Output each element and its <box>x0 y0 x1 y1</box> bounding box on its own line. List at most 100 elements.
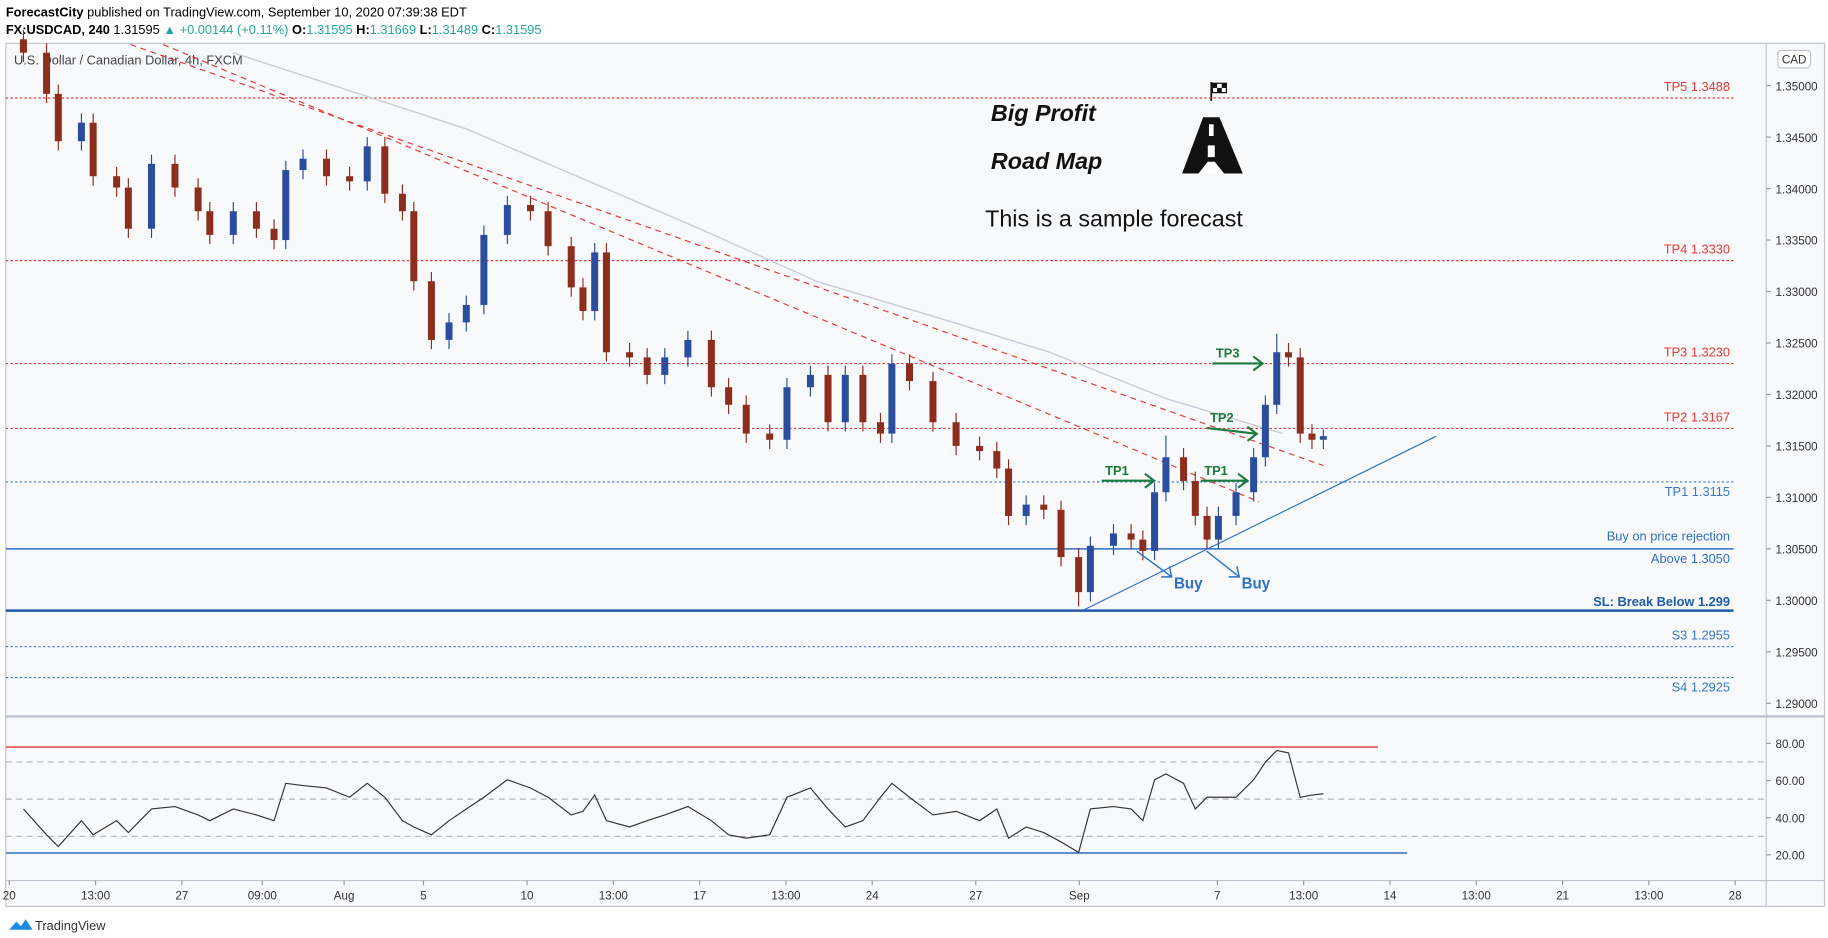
x-tick-label: 09:00 <box>248 889 278 902</box>
entry-label: Buy <box>1242 576 1271 593</box>
candle-body <box>1139 539 1147 551</box>
x-tick-label: 14 <box>1383 889 1396 902</box>
h-value: 1.31669 <box>370 22 416 37</box>
y-tick-label: 80.00 <box>1776 738 1806 751</box>
target-arrow <box>1206 425 1259 442</box>
chart-frame <box>5 42 1826 907</box>
y-tick-label: 40.00 <box>1776 812 1806 825</box>
x-tick-label: 28 <box>1729 889 1742 902</box>
annotation-heading: Big Profit <box>991 100 1097 126</box>
candle-body <box>1022 504 1030 516</box>
x-tick-label: 21 <box>1556 889 1569 902</box>
candle-body <box>462 304 470 323</box>
candle-body <box>1180 457 1188 481</box>
candle-body <box>77 122 85 142</box>
c-value: 1.31595 <box>495 22 541 37</box>
candle-body <box>363 146 371 182</box>
candle-body <box>1109 533 1117 546</box>
candle-body <box>322 158 330 177</box>
candle-body <box>1261 404 1269 458</box>
x-tick-label: 13:00 <box>1462 889 1492 902</box>
change: ▲ +0.00144 (+0.11%) <box>163 22 288 37</box>
candle-body <box>54 93 62 142</box>
o-label: O: <box>292 22 306 37</box>
y-tick-label: 1.33500 <box>1776 235 1819 248</box>
candle-body <box>1284 352 1292 358</box>
candle-body <box>381 146 389 194</box>
entry-label: Buy <box>1174 576 1203 593</box>
candle-body <box>725 387 733 405</box>
x-tick-label: Sep <box>1069 889 1090 902</box>
author: ForecastCity <box>6 4 85 19</box>
plot-area: 1.29000 1.29500 1.30000 1.30500 1.31000 1.315… <box>3 30 1818 902</box>
candle-body <box>89 122 97 177</box>
candle-body <box>270 228 278 241</box>
y-tick-label: 1.30000 <box>1776 595 1819 608</box>
candle-body <box>526 205 534 212</box>
candle-body <box>888 363 896 434</box>
candle-body <box>1203 515 1211 540</box>
candle-body <box>567 246 575 288</box>
y-tick-label: 60.00 <box>1776 775 1806 788</box>
x-tick-label: 7 <box>1214 889 1220 902</box>
x-tick-label: 17 <box>693 889 706 902</box>
candle-body <box>427 281 435 340</box>
candle-body <box>147 163 155 229</box>
target-label: TP1 <box>1105 463 1129 478</box>
candle-body <box>229 211 237 235</box>
logo <box>9 919 33 930</box>
candle-body <box>252 211 260 229</box>
candle-body <box>929 381 937 423</box>
y-tick-label: 1.34500 <box>1776 132 1819 145</box>
candle-body <box>783 387 791 440</box>
candle-body <box>503 205 511 235</box>
x-tick-label: 13:00 <box>1289 889 1319 902</box>
target-label: TP2 <box>1210 410 1234 425</box>
currency: CAD <box>1782 53 1807 66</box>
o-value: 1.31595 <box>306 22 352 37</box>
candle-body <box>1040 504 1048 510</box>
candle-body <box>1273 352 1281 405</box>
target-label: TP3 <box>1216 346 1240 361</box>
header-line: ForecastCity published on TradingView.co… <box>6 4 467 19</box>
target-arrow <box>1200 472 1250 489</box>
y-tick-label: 20.00 <box>1776 850 1806 863</box>
y-tick-label: 1.34000 <box>1776 183 1819 196</box>
annotation-heading: Road Map <box>991 148 1102 174</box>
candle-body <box>766 433 774 440</box>
candle-body <box>1162 457 1170 493</box>
price-level-label: TP4 1.3330 <box>1664 242 1730 257</box>
candle-body <box>206 211 214 235</box>
candle-body <box>806 374 814 388</box>
candle-body <box>124 187 132 229</box>
candle-body <box>282 170 290 241</box>
candle-body <box>602 252 610 353</box>
currency-box <box>1777 49 1812 69</box>
candle-body <box>707 339 715 388</box>
candle-body <box>905 363 913 382</box>
candle-body <box>1214 515 1222 540</box>
candle-body <box>480 234 488 305</box>
candle-body <box>1250 457 1258 493</box>
price-level-label: TP1 1.3115 <box>1665 484 1730 499</box>
c-label: C: <box>482 22 496 37</box>
price: 1.31595 <box>113 22 159 37</box>
annotation-note: This is a sample forecast <box>985 205 1243 231</box>
l-value: 1.31489 <box>432 22 478 37</box>
candle-body <box>1086 545 1094 593</box>
candle-body <box>952 422 960 446</box>
candle-body <box>661 357 669 375</box>
candle-body <box>1151 492 1159 551</box>
candle-body <box>859 374 867 423</box>
y-tick-label: 1.31500 <box>1776 441 1819 454</box>
candle-body <box>841 374 849 423</box>
candle-body <box>445 322 453 340</box>
road-icon <box>1182 117 1243 174</box>
candle-body <box>194 187 202 212</box>
x-tick-label: 13:00 <box>81 889 111 902</box>
candle-body <box>742 404 750 434</box>
entry-arrow <box>1136 550 1173 578</box>
published: published on TradingView.com, September … <box>87 4 467 19</box>
